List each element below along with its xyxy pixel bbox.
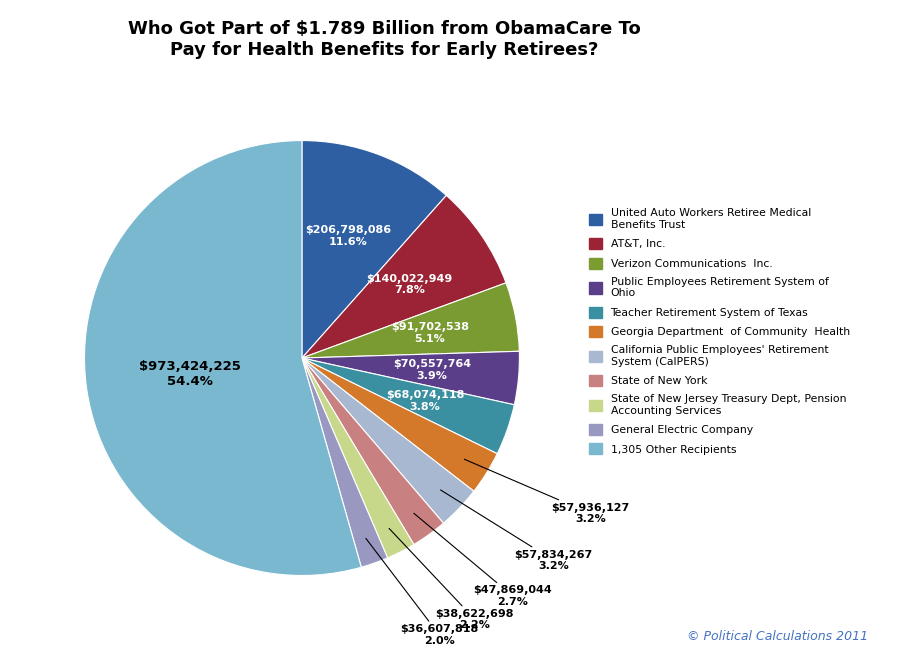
Wedge shape — [302, 283, 520, 358]
Wedge shape — [302, 358, 497, 491]
Text: $57,936,127
3.2%: $57,936,127 3.2% — [464, 459, 630, 524]
Text: $973,424,225
54.4%: $973,424,225 54.4% — [139, 359, 241, 388]
Wedge shape — [84, 141, 361, 575]
Wedge shape — [302, 196, 506, 358]
Wedge shape — [302, 358, 474, 523]
Text: $206,798,086
11.6%: $206,798,086 11.6% — [306, 225, 392, 247]
Text: $57,834,267
3.2%: $57,834,267 3.2% — [440, 490, 593, 572]
Text: $68,074,118
3.8%: $68,074,118 3.8% — [386, 391, 464, 412]
Text: $47,869,044
2.7%: $47,869,044 2.7% — [414, 513, 553, 607]
Wedge shape — [302, 351, 520, 405]
Text: $140,022,949
7.8%: $140,022,949 7.8% — [367, 274, 453, 295]
Text: Who Got Part of $1.789 Billion from ObamaCare To
Pay for Health Benefits for Ear: Who Got Part of $1.789 Billion from Obam… — [128, 20, 640, 59]
Text: $70,557,764
3.9%: $70,557,764 3.9% — [393, 359, 471, 381]
Text: $36,607,818
2.0%: $36,607,818 2.0% — [366, 538, 479, 646]
Wedge shape — [302, 141, 447, 358]
Text: © Political Calculations 2011: © Political Calculations 2011 — [687, 630, 868, 643]
Wedge shape — [302, 358, 444, 544]
Wedge shape — [302, 358, 414, 558]
Wedge shape — [302, 358, 514, 453]
Text: $91,702,538
5.1%: $91,702,538 5.1% — [391, 322, 469, 344]
Wedge shape — [302, 358, 388, 568]
Text: $38,622,698
2.2%: $38,622,698 2.2% — [389, 528, 514, 631]
Legend: United Auto Workers Retiree Medical
Benefits Trust, AT&T, Inc., Verizon Communic: United Auto Workers Retiree Medical Bene… — [586, 205, 853, 458]
